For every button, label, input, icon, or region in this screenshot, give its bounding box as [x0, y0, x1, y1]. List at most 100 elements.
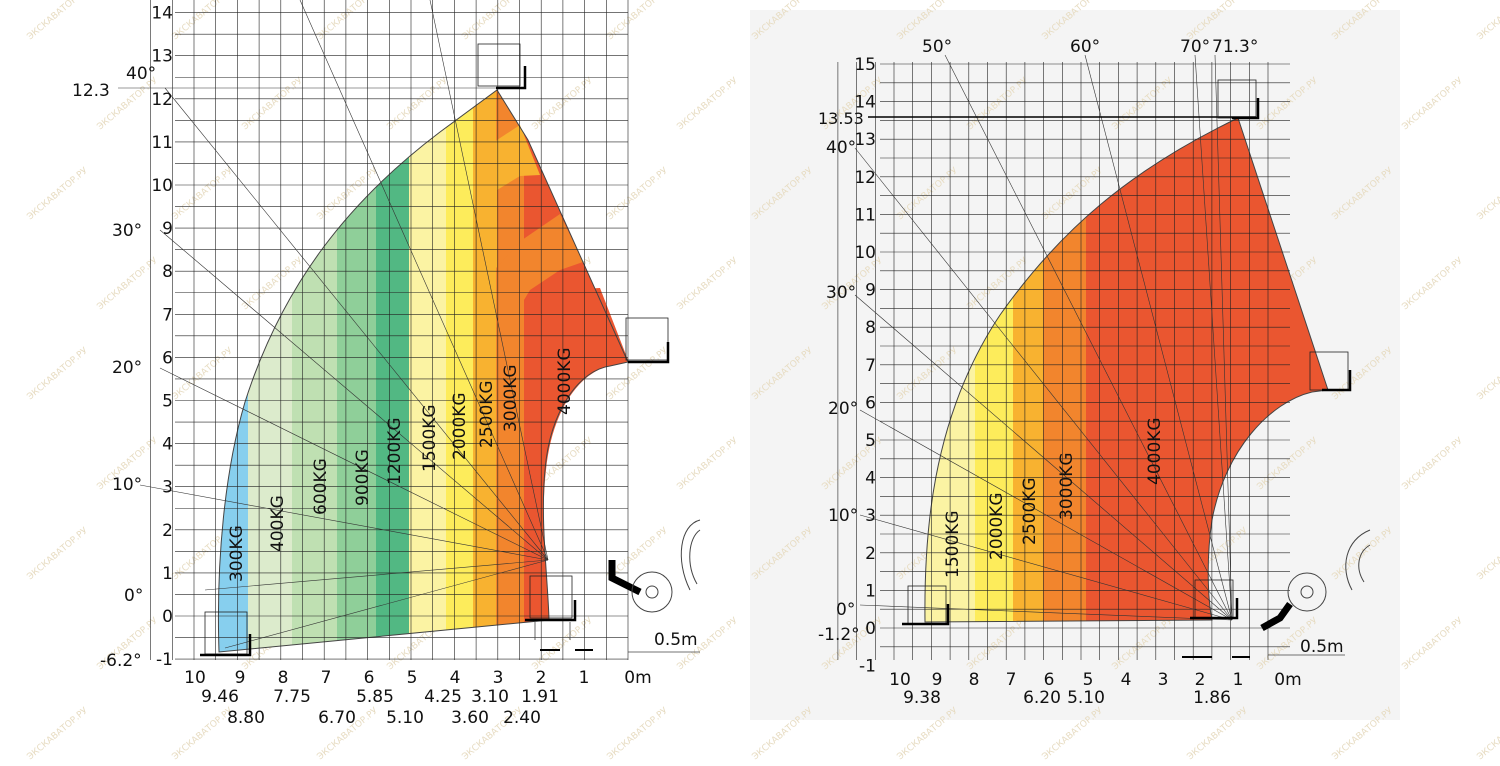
- left-x-tick-label: 0m: [624, 668, 651, 688]
- right-angle-label: 71.3°: [1212, 37, 1258, 57]
- left-y-tick-label: -1: [156, 650, 173, 670]
- left-angle-ray: [204, 559, 549, 591]
- right-x-tick-label: 7: [1006, 670, 1017, 690]
- watermark-text: ЭКСКАВАТОР.РУ: [171, 0, 236, 42]
- right-y-tick-label: 13: [854, 130, 876, 150]
- right-y-tick-label: 1: [865, 581, 876, 601]
- left-x-tick-label: 7: [321, 668, 332, 688]
- watermark-text: ЭКСКАВАТОР.РУ: [1476, 0, 1500, 42]
- left-zone-label: 400KG: [268, 495, 288, 552]
- left-distance-label: 3.10: [471, 687, 509, 707]
- watermark-text: ЭКСКАВАТОР.РУ: [676, 76, 741, 133]
- right-angle-ray: [859, 604, 1233, 621]
- left-wheel-hub: [645, 585, 659, 599]
- left-angle-label: -6.2°: [100, 651, 142, 671]
- right-y-tick-label: 3: [865, 506, 876, 526]
- left-grid: [150, 0, 629, 660]
- left-distance-label: 5.85: [356, 687, 394, 707]
- left-angle-lines: [118, 0, 549, 649]
- left-fork-top: [496, 66, 527, 90]
- left-max-height-label: 12.3: [72, 81, 110, 101]
- left-machine-outline: [680, 519, 701, 591]
- right-scale-label: 0.5m: [1300, 637, 1344, 657]
- right-angle-label: 70°: [1180, 37, 1210, 57]
- left-fork-box-top: [477, 43, 521, 87]
- right-angle-label: -1.2°: [818, 625, 860, 645]
- right-zone-label: 1500KG: [943, 510, 963, 578]
- left-zone-label: 900KG: [353, 449, 373, 506]
- left-zone-900kg: [337, 90, 376, 652]
- left-fork-low: [525, 600, 577, 622]
- left-zone-4000-step: [524, 288, 628, 620]
- left-zone-1500kg: [409, 90, 446, 652]
- right-zone-label: 4000KG: [1145, 417, 1165, 485]
- right-zone-label: 3000KG: [1057, 452, 1077, 520]
- right-angle-ray: [854, 147, 1233, 621]
- right-x-tick-label: 9: [932, 670, 943, 690]
- right-x-tick-label: 4: [1121, 670, 1132, 690]
- left-y-tick-label: 10: [151, 176, 173, 196]
- left-zone-label: 4000KG: [555, 347, 575, 415]
- right-zone-label: 2500KG: [1020, 477, 1040, 545]
- right-fork-low: [1190, 598, 1239, 620]
- right-distance-label: 1.86: [1193, 688, 1231, 708]
- left-zone-2500-step: [473, 125, 540, 610]
- left-fork-left: [200, 634, 252, 657]
- left-distance-label: 2.40: [503, 708, 541, 728]
- right-fork-right: [1322, 370, 1352, 392]
- right-fork-top: [1232, 98, 1260, 120]
- left-zone-2000kg: [446, 90, 473, 652]
- watermark-text: ЭКСКАВАТОР.РУ: [26, 0, 91, 42]
- right-x-tick-label: 2: [1195, 670, 1206, 690]
- right-fork-left: [902, 604, 950, 626]
- left-angle-label: 10°: [112, 475, 142, 495]
- left-y-tick-label: 4: [162, 435, 173, 455]
- watermark-text: ЭКСКАВАТОР.РУ: [1476, 706, 1500, 763]
- right-y-tick-label: 4: [865, 469, 876, 489]
- right-grid: [837, 62, 1290, 660]
- watermark-text: ЭКСКАВАТОР.РУ: [606, 706, 671, 763]
- left-distance-label: 4.25: [424, 687, 462, 707]
- left-x-tick-label: 4: [450, 668, 461, 688]
- right-x-tick-label: 0m: [1274, 670, 1301, 690]
- right-y-tick-label: 2: [865, 544, 876, 564]
- left-angle-ray: [224, 559, 549, 649]
- watermark-text: ЭКСКАВАТОР.РУ: [1401, 436, 1466, 493]
- right-angle-label: 20°: [828, 399, 858, 419]
- left-distance-label: 6.70: [318, 708, 356, 728]
- watermark-text: ЭКСКАВАТОР.РУ: [461, 0, 526, 42]
- right-y-tick-label: 0: [865, 619, 876, 639]
- right-angle-label: 30°: [826, 283, 856, 303]
- left-distance-label: 8.80: [227, 708, 265, 728]
- watermark-text: ЭКСКАВАТОР.РУ: [1401, 616, 1466, 673]
- left-y-tick-label: 9: [162, 219, 173, 239]
- right-angle-ray: [854, 294, 1233, 621]
- left-scale-label: 0.5m: [654, 630, 698, 650]
- watermark-text: ЭКСКАВАТОР.РУ: [171, 346, 236, 403]
- right-y-tick-label: 9: [865, 281, 876, 301]
- right-x-tick-label: 1: [1233, 670, 1244, 690]
- right-angle-lines: [854, 54, 1256, 621]
- right-y-tick-label: 15: [854, 55, 876, 75]
- left-y-tick-label: 13: [151, 47, 173, 67]
- right-y-tick-label: 8: [865, 318, 876, 338]
- left-angle-label: 30°: [112, 221, 142, 241]
- watermark-text: ЭКСКАВАТОР.РУ: [1401, 256, 1466, 313]
- left-x-tick-label: 6: [364, 668, 375, 688]
- left-zone-1200kg: [376, 90, 409, 652]
- left-distance-label: 5.10: [386, 708, 424, 728]
- watermark-text: ЭКСКАВАТОР.РУ: [1401, 76, 1466, 133]
- left-angle-ray: [139, 484, 549, 561]
- left-distance-label: 9.46: [201, 687, 239, 707]
- right-angle-ray: [859, 514, 1233, 621]
- right-angle-label: 10°: [828, 506, 858, 526]
- left-zone-label: 1200KG: [385, 417, 405, 485]
- left-angle-ray: [299, 0, 549, 561]
- left-zone-label: 300KG: [227, 525, 247, 582]
- right-angle-ray: [859, 409, 1233, 621]
- left-y-tick-label: 3: [162, 478, 173, 498]
- right-angle-ray: [1084, 54, 1233, 621]
- right-zone-label: 2000KG: [987, 492, 1007, 560]
